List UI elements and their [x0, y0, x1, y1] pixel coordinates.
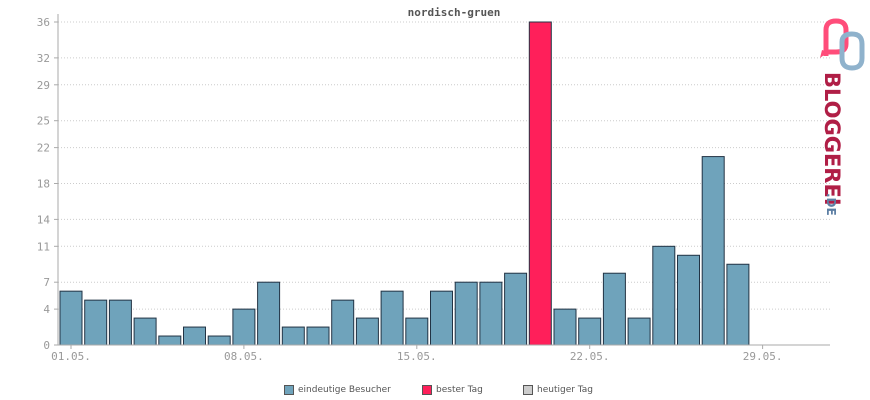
bar-visitors	[701, 156, 725, 346]
bar-visitors	[331, 299, 355, 346]
x-tick-label: 01.05.	[51, 350, 91, 363]
bar-best-day	[528, 21, 552, 346]
y-tick-label: 7	[43, 276, 50, 289]
y-tick-label: 22	[37, 142, 50, 155]
chart-legend: eindeutige Besucher bester Tag heutiger …	[0, 385, 870, 399]
y-tick-label: 11	[37, 240, 50, 253]
bar-visitors	[158, 335, 182, 346]
x-tick-label: 15.05.	[397, 350, 437, 363]
y-tick-label: 0	[43, 339, 50, 352]
bar-visitors	[84, 299, 108, 346]
bar-visitors	[257, 281, 281, 346]
legend-label-today: heutiger Tag	[537, 385, 594, 395]
y-tick-label: 36	[37, 16, 50, 29]
legend-item-best-day: bester Tag	[422, 385, 483, 395]
x-tick-label: 08.05.	[224, 350, 264, 363]
x-tick-label: 29.05.	[743, 350, 783, 363]
bar-visitors	[108, 299, 132, 346]
y-tick-label: 29	[37, 79, 50, 92]
bar-visitors	[306, 326, 330, 346]
bar-visitors	[652, 245, 676, 346]
y-tick-label: 18	[37, 178, 50, 191]
x-tick-label: 22.05.	[570, 350, 610, 363]
bar-visitors	[355, 317, 379, 346]
x-axis-ticks: 01.05. 08.05. 15.05. 22.05. 29.05.	[51, 345, 782, 363]
y-tick-label: 25	[37, 115, 50, 128]
legend-swatch-today	[523, 385, 533, 395]
y-tick-label: 32	[37, 52, 50, 65]
logo-ring-blue	[839, 31, 865, 71]
bar-visitors	[281, 326, 305, 346]
bar-visitors	[726, 263, 750, 346]
logo-text-suffix: .DE	[824, 193, 838, 216]
bar-visitors	[430, 290, 453, 346]
bar-visitors	[479, 281, 503, 346]
bar-visitors	[183, 326, 206, 346]
legend-item-today: heutiger Tag	[523, 385, 593, 395]
bar-visitors	[380, 290, 404, 346]
bar-series	[59, 21, 750, 346]
logo-bubble-tail	[820, 50, 828, 58]
bar-visitors	[627, 317, 651, 346]
bar-visitors	[454, 281, 478, 346]
logo-text-main: BLOGGEREI	[820, 72, 844, 206]
bar-visitors	[578, 317, 602, 346]
bar-visitors	[504, 272, 528, 346]
legend-swatch-best-day	[422, 385, 432, 395]
legend-swatch-visitors	[284, 385, 294, 395]
y-tick-label: 4	[43, 303, 50, 316]
bar-visitors	[59, 290, 83, 346]
bloggerei-logo: BLOGGEREI .DE	[812, 18, 868, 218]
bar-visitors	[602, 272, 626, 346]
bar-visitors	[232, 308, 256, 346]
y-axis-ticks: 0 4 7 11 14 18 22 25 29 32 36	[37, 16, 58, 352]
chart-title: nordisch-gruen	[408, 6, 501, 19]
legend-item-visitors: eindeutige Besucher	[284, 385, 391, 395]
legend-label-best-day: bester Tag	[436, 385, 483, 395]
bar-visitors	[207, 335, 231, 346]
bloggerei-logo-icon: BLOGGEREI .DE	[820, 18, 865, 216]
legend-label-visitors: eindeutige Besucher	[298, 385, 391, 395]
bar-visitors	[553, 308, 577, 346]
y-tick-label: 14	[37, 213, 51, 226]
bar-visitors	[133, 317, 157, 346]
bar-visitors	[677, 254, 700, 346]
bar-visitors	[405, 317, 429, 346]
